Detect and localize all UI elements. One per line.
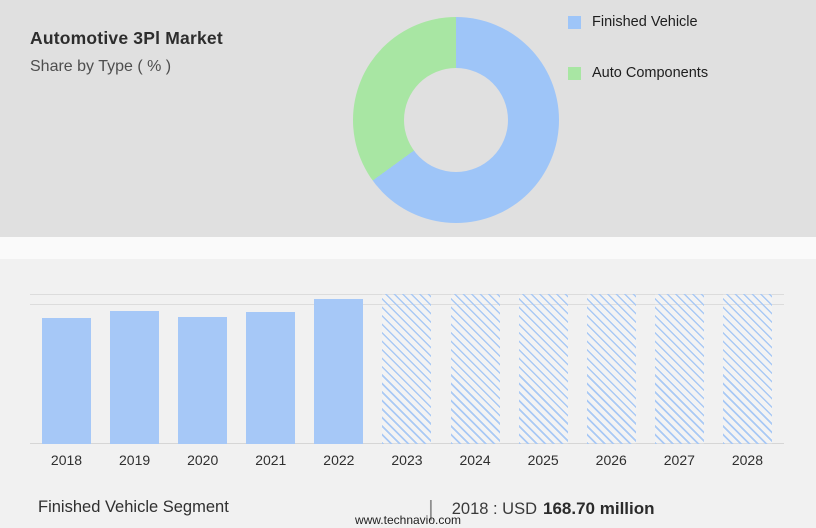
section-divider-band — [0, 237, 816, 259]
donut-chart — [353, 17, 559, 223]
page-subtitle: Share by Type ( % ) — [30, 58, 172, 75]
x-axis-label-2026: 2026 — [595, 452, 627, 468]
top-section: Automotive 3Pl Market Share by Type ( % … — [0, 0, 816, 237]
bar-2024 — [450, 294, 500, 444]
legend: Finished Vehicle Auto Components — [568, 14, 708, 116]
x-axis-label-2022: 2022 — [323, 452, 355, 468]
stat-prefix: 2018 : USD — [451, 499, 538, 518]
x-axis-label-2024: 2024 — [459, 452, 491, 468]
legend-swatch-green — [568, 66, 581, 80]
x-axis-label-2018: 2018 — [50, 452, 83, 468]
bar-2019 — [110, 310, 160, 444]
bar-2027 — [654, 294, 704, 444]
legend-item-finished-vehicle: Finished Vehicle — [568, 14, 708, 30]
x-axis-label-2021: 2021 — [255, 452, 287, 468]
x-axis-label-2020: 2020 — [187, 452, 219, 468]
footer-stat: | 2018 : USD 168.70 million — [428, 496, 655, 522]
segment-label: Finished Vehicle Segment — [38, 498, 229, 516]
bar-chart — [30, 294, 784, 444]
bars-row — [42, 294, 772, 444]
website-url: www.technavio.com — [354, 513, 462, 527]
x-axis-label-2027: 2027 — [663, 452, 695, 468]
bar-2023 — [382, 294, 432, 444]
legend-item-auto-components: Auto Components — [568, 65, 708, 81]
title-block: Automotive 3Pl Market Share by Type ( % … — [30, 28, 223, 76]
bar-2025 — [518, 294, 568, 444]
bar-2020 — [178, 316, 228, 444]
x-axis-label-2019: 2019 — [119, 452, 151, 468]
bar-2026 — [586, 294, 636, 444]
x-axis-labels: 2018 2019 2020 2021 2022 2023 2024 2025 2026 2027… — [42, 452, 772, 468]
bar-2022 — [314, 298, 364, 444]
legend-label: Finished Vehicle — [592, 14, 698, 30]
bar-2028 — [722, 294, 772, 444]
page-title: Automotive 3Pl Market — [30, 28, 223, 48]
x-axis-label-2023: 2023 — [391, 452, 423, 468]
stat-value: 168.70 million — [543, 499, 655, 518]
bar-2021 — [246, 312, 296, 444]
legend-label: Auto Components — [592, 65, 709, 81]
x-axis-label-2025: 2025 — [527, 452, 559, 468]
legend-swatch-blue — [568, 15, 581, 29]
footer-divider: | — [428, 496, 434, 521]
x-axis-label-2028: 2028 — [731, 452, 764, 468]
bar-2018 — [42, 318, 91, 444]
